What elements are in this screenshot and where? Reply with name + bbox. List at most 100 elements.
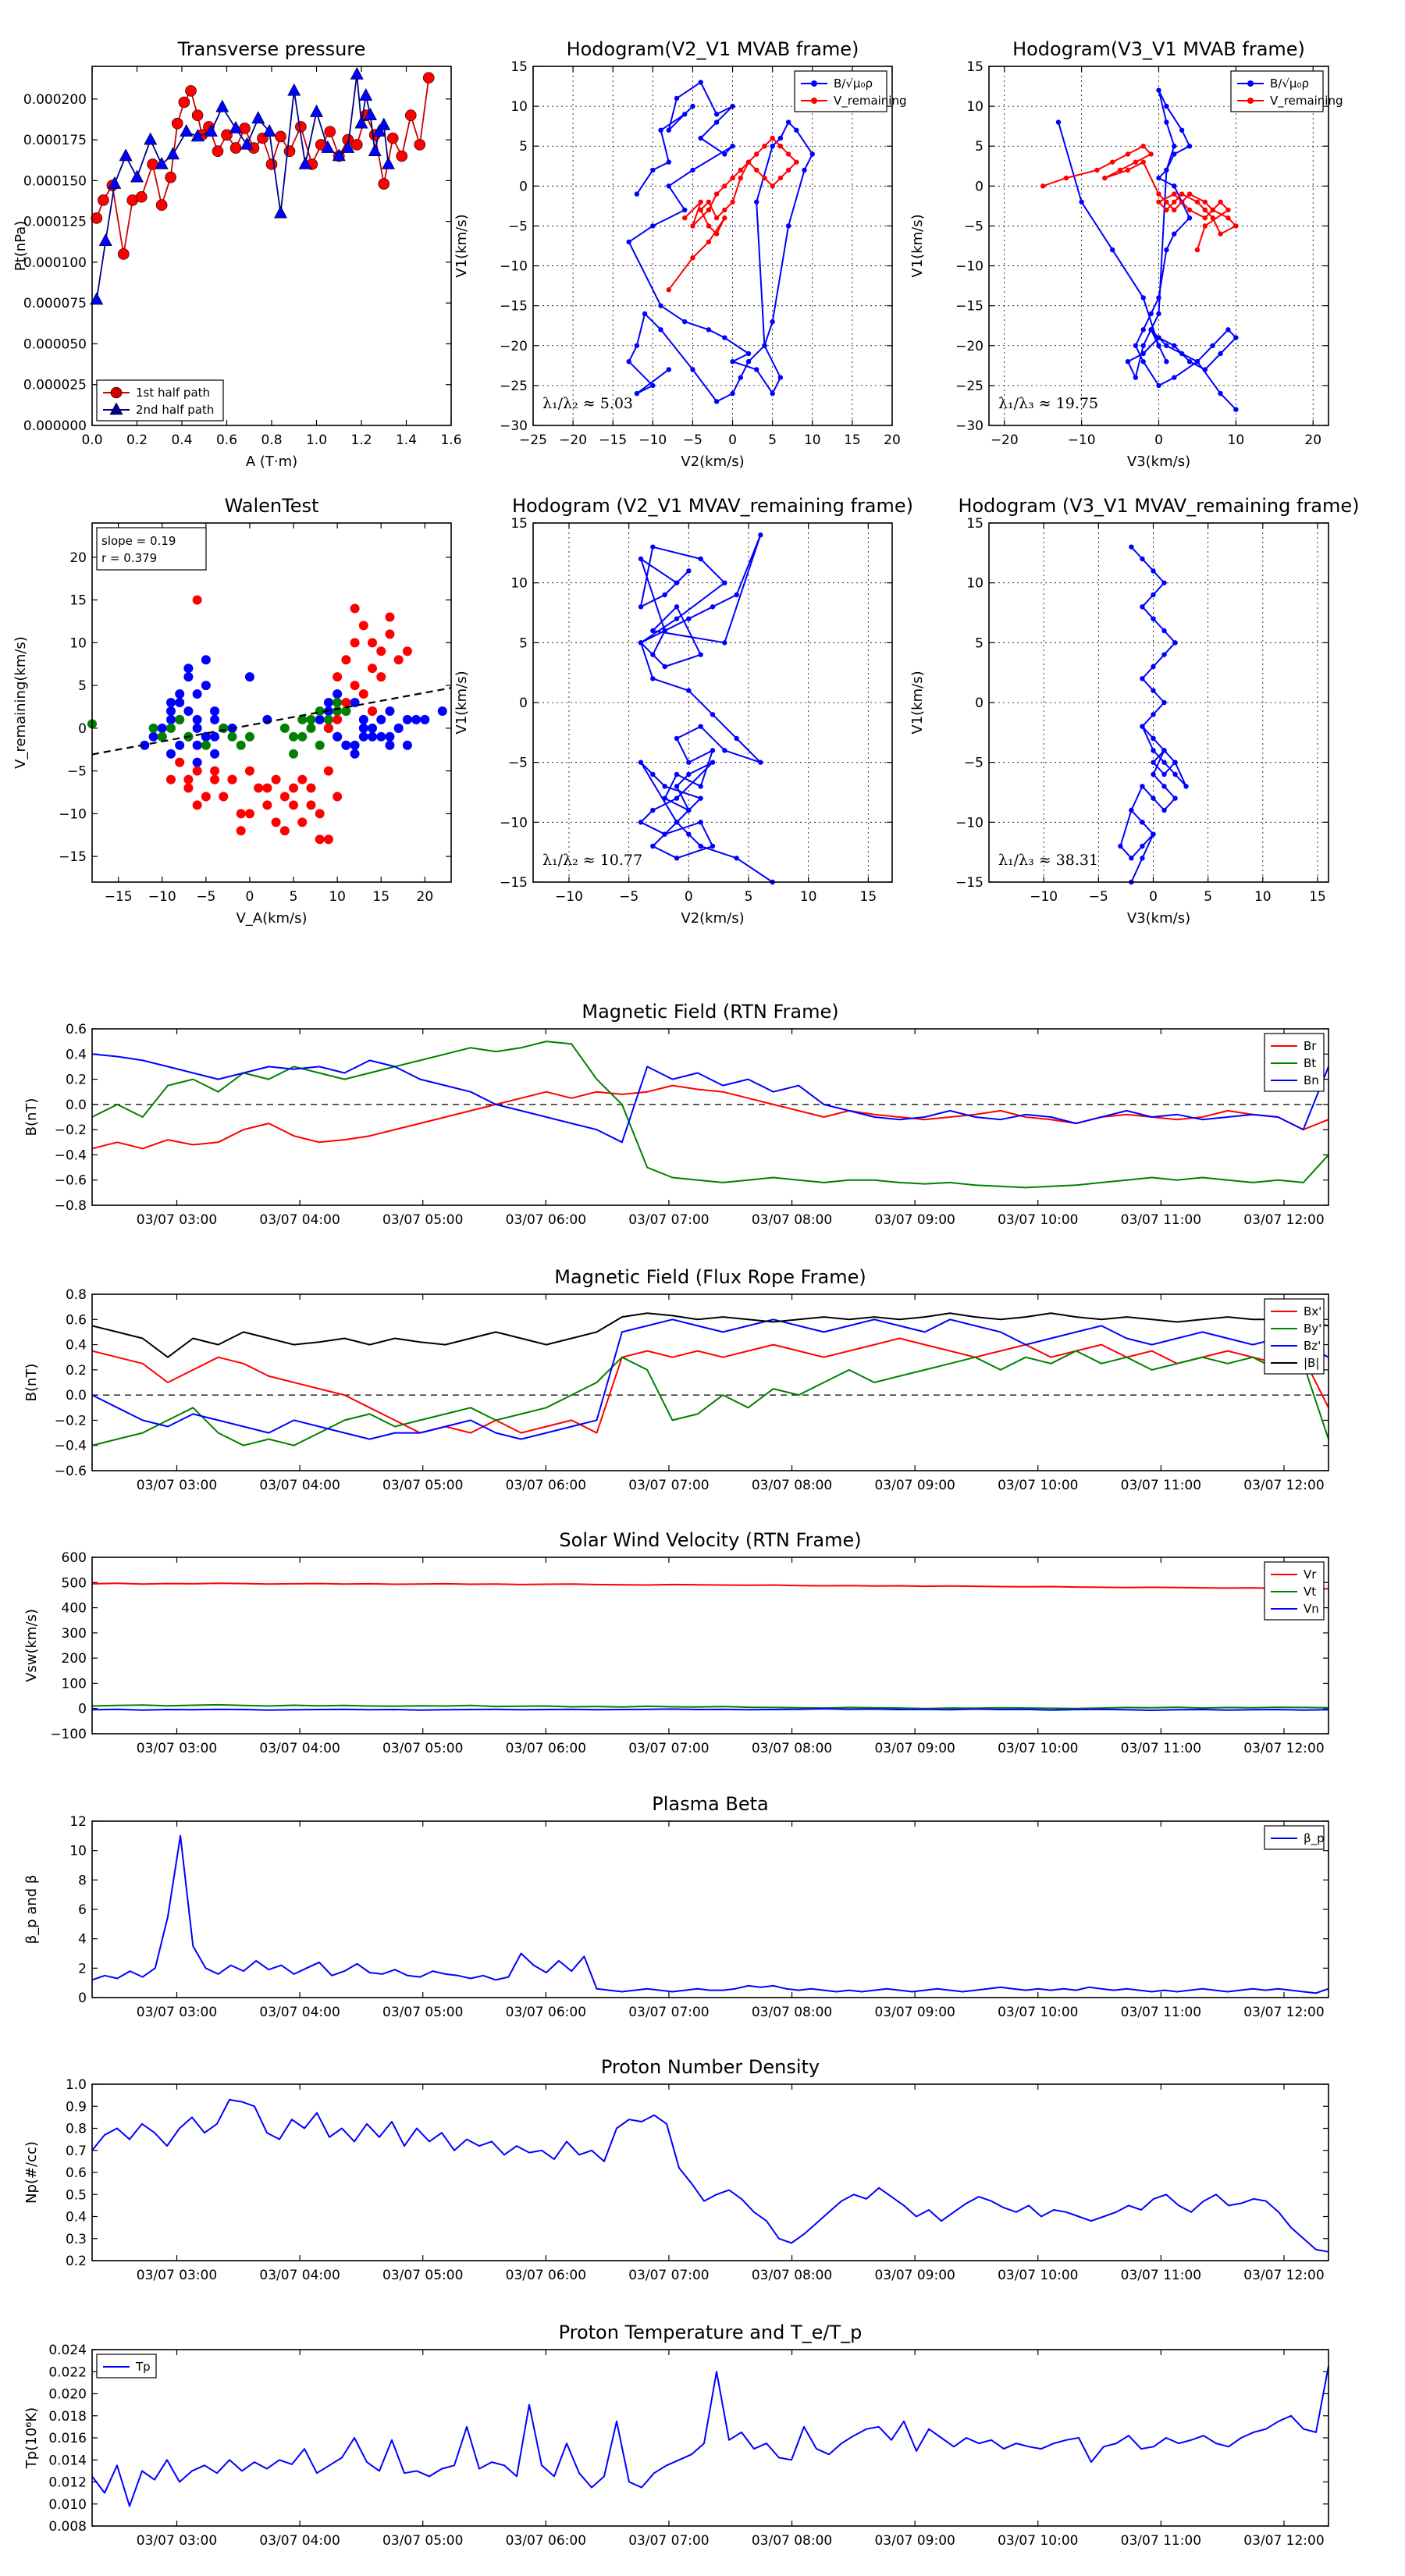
data-point bbox=[658, 127, 663, 133]
data-point bbox=[682, 112, 688, 117]
data-point bbox=[215, 99, 229, 112]
data-point bbox=[802, 167, 807, 173]
x-tick-label: −15 bbox=[105, 889, 133, 905]
data-point bbox=[315, 834, 325, 845]
data-point bbox=[1140, 843, 1145, 849]
data-point bbox=[738, 175, 743, 181]
x-tick-label: 03/07 06:00 bbox=[506, 1478, 586, 1493]
data-point bbox=[192, 766, 202, 776]
data-point bbox=[1140, 159, 1146, 165]
data-point bbox=[165, 723, 176, 733]
data-point bbox=[1151, 735, 1156, 742]
data-point bbox=[376, 646, 386, 656]
data-point bbox=[662, 831, 667, 837]
data-point bbox=[411, 714, 422, 724]
data-point bbox=[686, 831, 692, 837]
data-point bbox=[1202, 199, 1208, 205]
y-tick-label: −0.2 bbox=[55, 1413, 87, 1429]
x-tick-label: 03/07 10:00 bbox=[998, 1212, 1078, 1228]
data-point bbox=[1210, 215, 1215, 221]
x-tick-label: 03/07 07:00 bbox=[628, 1212, 709, 1228]
data-point bbox=[1133, 343, 1139, 348]
data-point bbox=[155, 199, 168, 212]
data-point bbox=[698, 556, 703, 562]
data-point bbox=[1218, 350, 1223, 357]
data-point bbox=[1151, 592, 1156, 598]
data-point bbox=[364, 108, 377, 121]
data-point bbox=[1202, 207, 1208, 213]
y-axis-label: B(nT) bbox=[23, 1098, 40, 1137]
data-point bbox=[686, 807, 692, 813]
data-point bbox=[722, 183, 727, 189]
data-point bbox=[1133, 159, 1139, 165]
data-point bbox=[686, 771, 692, 777]
data-point bbox=[368, 731, 378, 742]
data-point bbox=[130, 169, 144, 183]
data-point bbox=[350, 638, 360, 648]
y-tick-label: 0.3 bbox=[66, 2232, 87, 2247]
y-tick-label: 15 bbox=[966, 59, 984, 75]
data-point bbox=[674, 795, 680, 801]
data-point bbox=[191, 109, 204, 122]
data-point bbox=[1140, 784, 1145, 789]
data-point bbox=[183, 774, 194, 785]
x-tick-label: 03/07 04:00 bbox=[259, 1741, 340, 1756]
series-line bbox=[1042, 145, 1237, 251]
x-tick-label: 03/07 11:00 bbox=[1121, 2533, 1201, 2549]
data-point bbox=[674, 735, 680, 742]
data-point bbox=[265, 158, 278, 170]
data-point bbox=[368, 706, 378, 716]
data-point bbox=[682, 207, 688, 213]
y-tick-label: 5 bbox=[519, 139, 528, 155]
x-tick-label: 10 bbox=[329, 889, 346, 905]
data-point bbox=[698, 795, 703, 801]
x-tick-label: 03/07 11:00 bbox=[1121, 1212, 1201, 1228]
plot-frame bbox=[91, 2083, 1329, 2261]
x-tick-label: 03/07 11:00 bbox=[1121, 1478, 1201, 1493]
data-point bbox=[698, 724, 703, 729]
legend-label: Bx' bbox=[1304, 1304, 1321, 1318]
data-point bbox=[1151, 568, 1156, 574]
legend bbox=[794, 70, 887, 112]
y-tick-label: −25 bbox=[955, 379, 984, 394]
data-point bbox=[1164, 207, 1169, 213]
data-point bbox=[626, 359, 631, 365]
plot-frame bbox=[988, 66, 1329, 426]
chart-title: Hodogram (V3_V1 MVAV_remaining frame) bbox=[958, 495, 1359, 517]
y-tick-label: 10 bbox=[69, 635, 87, 651]
y-tick-label: 0.8 bbox=[66, 1287, 87, 1303]
chart-title: Proton Number Density bbox=[601, 2056, 820, 2078]
x-tick-label: 03/07 08:00 bbox=[752, 1741, 832, 1756]
y-tick-label: 1.0 bbox=[66, 2077, 87, 2093]
y-tick-label: 0.000025 bbox=[23, 378, 87, 393]
x-tick-label: 03/07 12:00 bbox=[1243, 2268, 1324, 2283]
x-tick-label: 10 bbox=[1254, 889, 1272, 905]
y-tick-label: 5 bbox=[975, 139, 984, 155]
data-point bbox=[306, 714, 316, 724]
data-point bbox=[626, 239, 631, 245]
y-tick-label: −0.8 bbox=[55, 1198, 87, 1214]
data-point bbox=[713, 215, 720, 221]
data-point bbox=[1183, 784, 1189, 789]
x-tick-label: 15 bbox=[860, 889, 877, 905]
y-tick-label: 400 bbox=[62, 1601, 87, 1617]
data-point bbox=[1210, 343, 1215, 348]
x-tick-label: 0 bbox=[1154, 432, 1163, 448]
data-point bbox=[785, 167, 791, 173]
x-tick-label: 15 bbox=[844, 432, 861, 448]
data-point bbox=[713, 112, 720, 117]
x-tick-label: −10 bbox=[1068, 432, 1096, 448]
data-point bbox=[1156, 191, 1161, 197]
data-point bbox=[354, 116, 368, 129]
y-tick-label: 0 bbox=[975, 179, 984, 194]
data-point bbox=[713, 119, 720, 125]
y-tick-label: 0.4 bbox=[66, 1338, 87, 1354]
data-point bbox=[666, 367, 671, 372]
data-point bbox=[323, 698, 333, 707]
data-point bbox=[794, 159, 799, 165]
legend-label: Vn bbox=[1304, 1602, 1319, 1616]
data-point bbox=[358, 714, 368, 724]
plot-frame bbox=[91, 66, 452, 426]
data-point bbox=[1172, 375, 1177, 380]
